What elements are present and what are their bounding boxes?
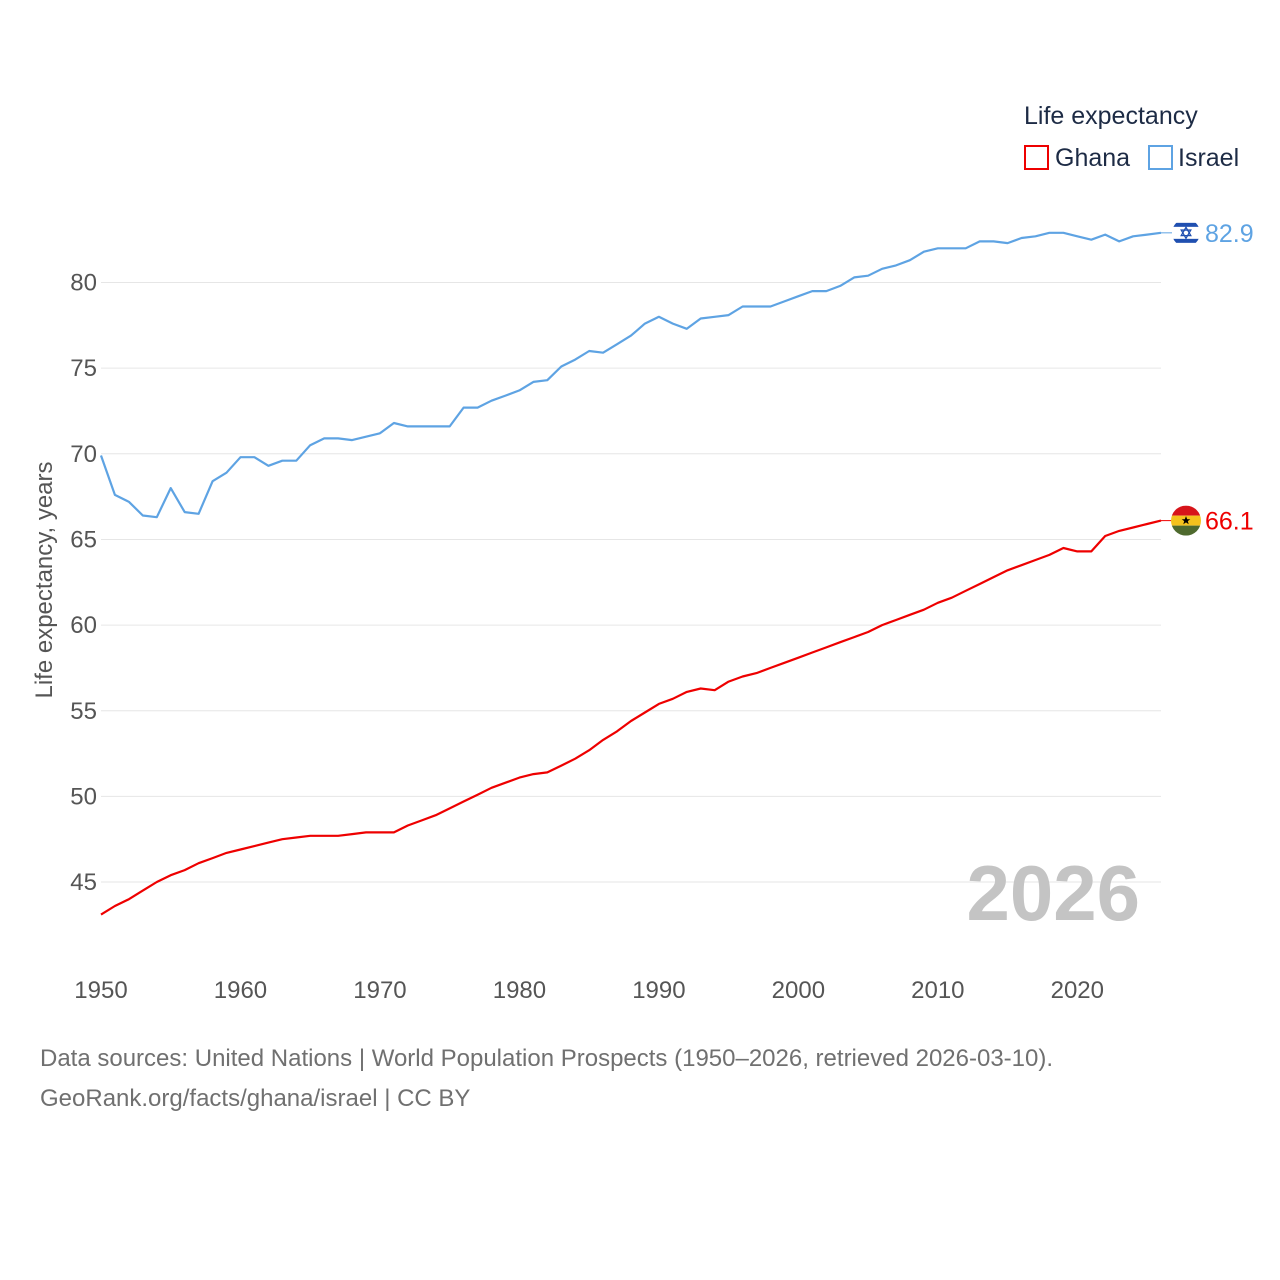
x-tick-label: 1980 (493, 977, 546, 1004)
end-label-israel: 82.9 (1205, 220, 1254, 248)
y-tick-label: 60 (70, 612, 97, 639)
x-tick-label: 2010 (911, 977, 964, 1004)
legend: Life expectancy Ghana Israel (1024, 102, 1239, 172)
y-tick-label: 65 (70, 526, 97, 553)
series-lines (99, 231, 1172, 916)
legend-swatch-israel (1148, 145, 1173, 170)
series-line-ghana[interactable] (100, 519, 1162, 916)
x-tick-label: 1960 (214, 977, 267, 1004)
y-tick-label: 50 (70, 783, 97, 810)
x-tick-label: 2000 (772, 977, 825, 1004)
y-tick-label: 80 (70, 270, 97, 297)
end-label-ghana: 66.1 (1205, 508, 1254, 536)
footer-source: Data sources: United Nations | World Pop… (40, 1045, 1054, 1072)
x-tick-label: 1990 (632, 977, 685, 1004)
y-tick-label: 45 (70, 869, 97, 896)
israel-flag-icon (1172, 218, 1200, 247)
y-tick-label: 70 (70, 441, 97, 468)
y-axis-label: Life expectancy, years (31, 461, 58, 698)
ghana-flag-icon (1171, 505, 1201, 536)
legend-title: Life expectancy (1024, 102, 1198, 130)
footer-license[interactable]: GeoRank.org/facts/ghana/israel | CC BY (40, 1085, 471, 1112)
series-line-israel[interactable] (99, 231, 1162, 519)
x-axis-ticks: 1950 1960 1970 1980 1990 2000 2010 2020 (74, 977, 1104, 1004)
current-year-label: 2026 (966, 849, 1140, 937)
y-tick-label: 75 (70, 355, 97, 382)
y-axis-ticks: 45 50 55 60 65 70 75 80 (70, 270, 97, 897)
x-tick-label: 2020 (1051, 977, 1104, 1004)
legend-item-ghana[interactable]: Ghana (1024, 144, 1130, 172)
legend-swatch-ghana (1024, 145, 1049, 170)
legend-label-israel: Israel (1178, 144, 1239, 172)
x-tick-label: 1970 (353, 977, 406, 1004)
legend-item-israel[interactable]: Israel (1148, 144, 1239, 172)
x-tick-label: 1950 (74, 977, 127, 1004)
gridlines (101, 282, 1161, 883)
legend-label-ghana: Ghana (1055, 144, 1130, 172)
y-tick-label: 55 (70, 698, 97, 725)
